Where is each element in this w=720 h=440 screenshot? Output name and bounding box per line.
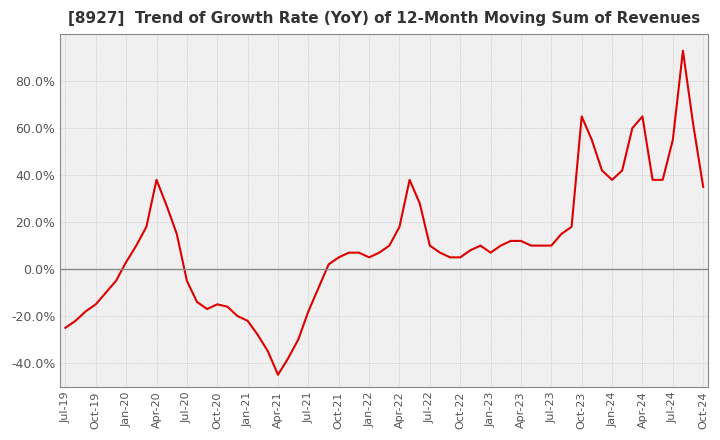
Title: [8927]  Trend of Growth Rate (YoY) of 12-Month Moving Sum of Revenues: [8927] Trend of Growth Rate (YoY) of 12-… <box>68 11 701 26</box>
